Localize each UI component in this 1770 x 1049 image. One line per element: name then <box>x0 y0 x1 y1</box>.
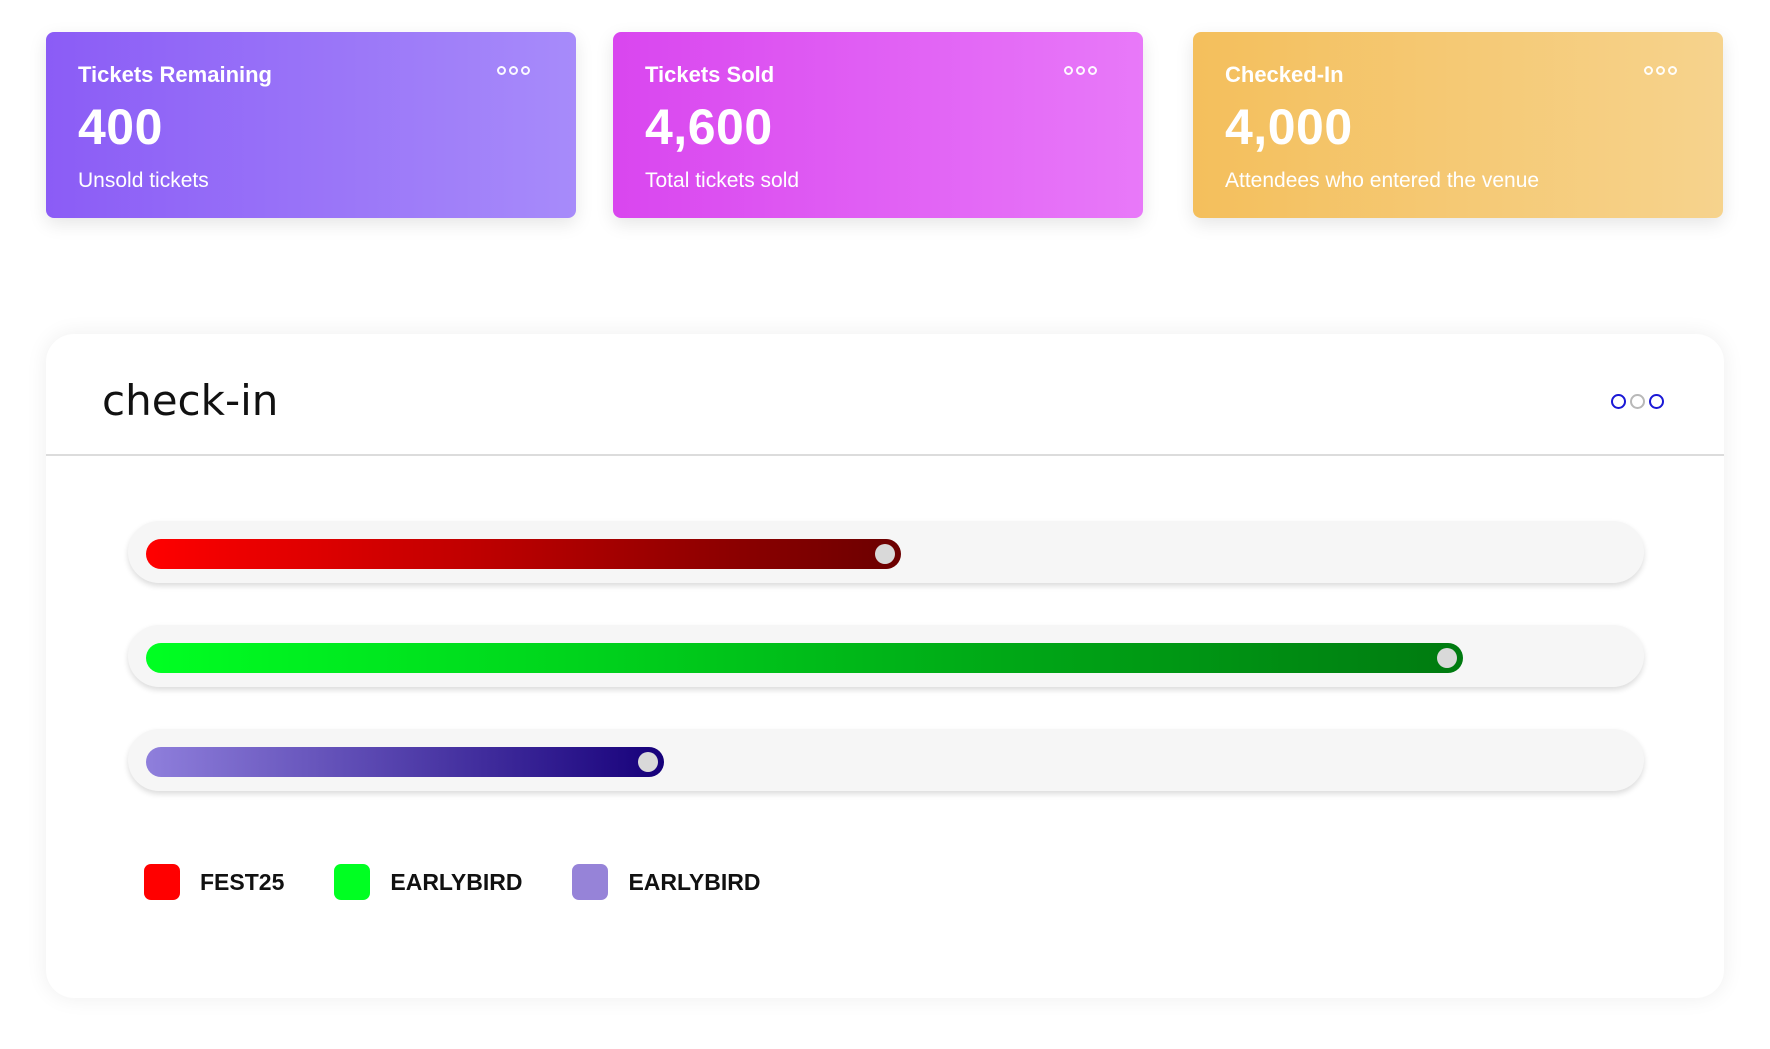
stat-card-tickets-sold: Tickets Sold 4,600 Total tickets sold <box>613 32 1143 218</box>
panel-header: check-in <box>46 334 1724 456</box>
legend-swatch <box>144 864 180 900</box>
progress-fill <box>146 747 664 777</box>
more-options-icon[interactable] <box>497 66 530 75</box>
progress-knob[interactable] <box>1437 648 1457 668</box>
legend-item: EARLYBIRD <box>572 864 761 900</box>
legend-item: FEST25 <box>144 864 284 900</box>
card-title: Checked-In <box>1225 62 1344 87</box>
progress-fill <box>146 539 901 569</box>
legend-label: FEST25 <box>200 868 285 895</box>
card-title: Tickets Sold <box>645 62 775 87</box>
progress-fill <box>146 643 1463 673</box>
card-subtitle: Unsold tickets <box>78 169 209 192</box>
legend-label: EARLYBIRD <box>628 868 761 895</box>
stat-card-checked-in: Checked-In 4,000 Attendees who entered t… <box>1193 32 1723 218</box>
card-value: 4,600 <box>645 99 773 155</box>
card-value: 4,000 <box>1225 99 1353 155</box>
progress-knob[interactable] <box>875 544 895 564</box>
legend-label: EARLYBIRD <box>390 868 523 895</box>
progress-track-fest25 <box>128 521 1644 583</box>
card-subtitle: Attendees who entered the venue <box>1225 169 1540 192</box>
card-title: Tickets Remaining <box>78 62 272 87</box>
check-in-panel: check-in FEST25 EARLYBIRD EARLYBIRD <box>46 334 1724 998</box>
more-options-icon[interactable] <box>1644 66 1677 75</box>
panel-title: check-in <box>102 376 279 425</box>
more-options-icon[interactable] <box>1064 66 1097 75</box>
progress-knob[interactable] <box>638 752 658 772</box>
legend-swatch <box>334 864 371 900</box>
card-value: 400 <box>78 99 163 155</box>
legend-swatch <box>572 864 609 900</box>
card-subtitle: Total tickets sold <box>645 169 800 192</box>
legend-item: EARLYBIRD <box>334 864 522 900</box>
progress-track-earlybird-2 <box>128 729 1644 791</box>
progress-track-earlybird <box>128 625 1644 687</box>
legend: FEST25 EARLYBIRD EARLYBIRD <box>144 864 811 900</box>
more-dots-icon[interactable] <box>1611 394 1664 409</box>
stat-card-tickets-remaining: Tickets Remaining 400 Unsold tickets <box>46 32 576 218</box>
